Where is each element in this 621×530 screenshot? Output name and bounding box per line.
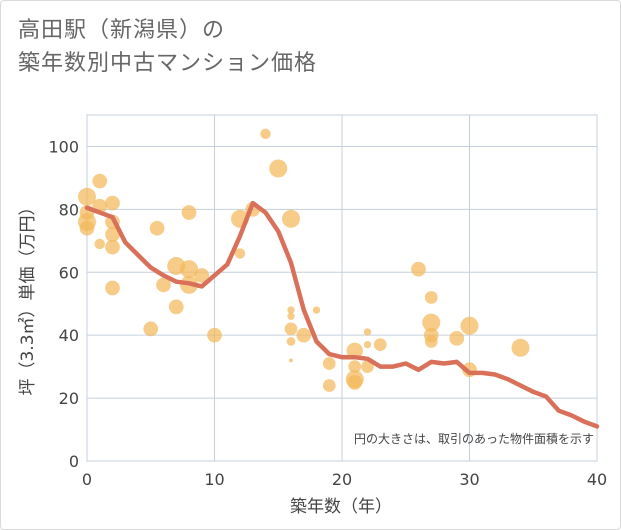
data-point [287,312,295,320]
data-point [322,379,336,392]
trend-line [84,200,600,429]
x-axis-title: 築年数（年） [290,497,392,517]
data-point [207,327,222,343]
y-tick-label: 100 [48,137,79,156]
data-point [361,360,374,374]
data-point [511,338,530,357]
data-point [92,173,108,189]
data-point [287,306,295,314]
data-point [105,195,120,211]
bubble-size-note: 円の大きさは、取引のあった物件面積を示す [354,431,594,446]
y-tick-label: 40 [59,326,79,345]
data-point [234,248,246,259]
data-point [363,340,372,349]
grid-lines [86,114,598,462]
trend-layer [84,200,600,429]
data-point [348,360,362,374]
axes: 0 10 20 30 40 0 20 40 60 80 100 [48,137,607,489]
data-point [94,238,105,250]
data-point [281,209,301,228]
x-tick-label: 40 [587,470,607,489]
data-point [286,337,296,346]
data-point [269,159,288,178]
x-tick-label: 20 [332,470,352,489]
data-point [424,335,438,348]
y-tick-label: 80 [59,200,79,219]
data-point [105,227,120,242]
chart-title-line-2: 築年数別中古マンション価格 [18,51,318,76]
data-point [181,205,197,220]
data-point [105,280,120,296]
data-point [284,322,298,336]
chart-title: 高田駅（新潟県）の 築年数別中古マンション価格 [18,14,317,80]
data-point [156,277,171,293]
data-point [79,220,95,236]
data-point [105,239,120,255]
data-point [194,268,210,283]
data-point [373,338,387,351]
data-point [312,306,321,314]
data-point [322,357,336,370]
x-tick-label: 10 [204,470,224,489]
bubble-layer [77,128,530,392]
data-point [460,316,479,335]
data-point [149,220,165,236]
y-tick-label: 20 [59,389,79,408]
data-point [363,328,372,336]
data-point [296,327,312,343]
data-point [143,321,159,337]
data-point [424,291,438,304]
data-point [260,128,271,140]
y-tick-label: 60 [59,263,79,282]
data-point [288,358,294,363]
data-point [422,313,441,332]
x-tick-label: 30 [459,470,479,489]
x-tick-label: 0 [82,470,92,489]
data-point [449,330,465,346]
y-axis-title: 坪（3.3㎡）単価（万円） [18,198,38,395]
data-point [347,375,363,390]
data-point [411,261,426,277]
chart-title-line-1: 高田駅（新潟県）の [18,18,226,43]
data-point [77,187,97,206]
data-point [168,299,184,315]
plot-border [86,114,598,462]
data-point [179,260,199,279]
y-tick-label: 0 [69,452,79,471]
